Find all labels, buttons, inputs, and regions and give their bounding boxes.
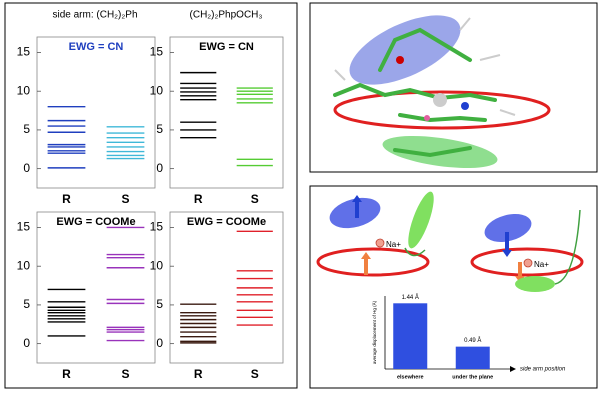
y-tick-label: 0 [23, 161, 30, 175]
arrowhead [502, 250, 512, 257]
x-label: R [62, 192, 71, 206]
blue-ellipse [484, 213, 532, 243]
plot-frame [36, 211, 156, 364]
panel-title: EWG = COOMe [187, 216, 266, 228]
column-header: side arm: (CH₂)₂Ph [53, 10, 138, 21]
green-ellipse [515, 276, 555, 292]
x-axis-label: side arm position [520, 367, 566, 373]
left-frame [4, 2, 298, 389]
arrowhead [352, 195, 362, 202]
x-label: S [251, 192, 259, 206]
plot-frame [169, 36, 284, 189]
y-tick-label: 10 [150, 83, 164, 97]
y-tick-label: 10 [17, 258, 31, 272]
x-label: R [194, 367, 203, 381]
y-tick-label: 15 [150, 45, 164, 59]
red-ring [470, 247, 584, 277]
y-tick-label: 10 [150, 258, 164, 272]
bottom-right-frame [309, 185, 598, 389]
x-tick-label: elsewhere [397, 374, 424, 380]
x-axis-arrow [510, 366, 516, 372]
x-label: S [251, 367, 259, 381]
y-tick-label: 5 [156, 297, 163, 311]
arrowhead [361, 252, 371, 259]
ion [375, 238, 385, 248]
molecule-illustration [311, 4, 596, 171]
y-tick-label: 5 [23, 297, 30, 311]
plot-frame [36, 36, 156, 189]
red-ring [333, 90, 551, 130]
ion-label: Na+ [534, 260, 549, 269]
panel-title: EWG = CN [199, 41, 254, 53]
x-label: S [121, 192, 129, 206]
panel-title: EWG = CN [69, 41, 124, 53]
y-tick-label: 10 [17, 83, 31, 97]
y-tick-label: 0 [156, 336, 163, 350]
y-tick-label: 15 [17, 220, 31, 234]
top-right-frame [309, 2, 598, 173]
blue-ellipse [349, 15, 461, 85]
o-atom [396, 56, 404, 64]
x-label: R [62, 367, 71, 381]
schematic: Na+ Na+ [316, 191, 584, 292]
ion [523, 258, 533, 268]
value-label: 1.44 Å [402, 294, 419, 301]
y-tick-label: 0 [23, 336, 30, 350]
y-tick-label: 5 [23, 122, 30, 136]
red-ring [316, 247, 430, 277]
value-label: 0.49 Å [464, 337, 481, 344]
bar [393, 303, 428, 369]
na-atom [424, 115, 430, 121]
y-tick-label: 15 [150, 220, 164, 234]
x-label: R [194, 192, 203, 206]
bar [455, 346, 490, 369]
x-label: S [121, 367, 129, 381]
plot-frame [169, 211, 284, 364]
hg-atom [433, 93, 447, 107]
ion-label: Na+ [386, 240, 401, 249]
column-header: (CH₂)₂PhpOCH₃ [190, 10, 263, 21]
tether [404, 247, 426, 257]
panel-title: EWG = COOMe [56, 216, 135, 228]
x-tick-label: under the plane [452, 374, 493, 380]
y-tick-label: 5 [156, 122, 163, 136]
y-tick-label: 0 [156, 161, 163, 175]
n-atom [461, 102, 469, 110]
y-axis-label: average displacement of Hg (Å) [371, 300, 377, 364]
tether [554, 209, 581, 285]
y-tick-label: 15 [17, 45, 31, 59]
green-ellipse [408, 191, 434, 249]
